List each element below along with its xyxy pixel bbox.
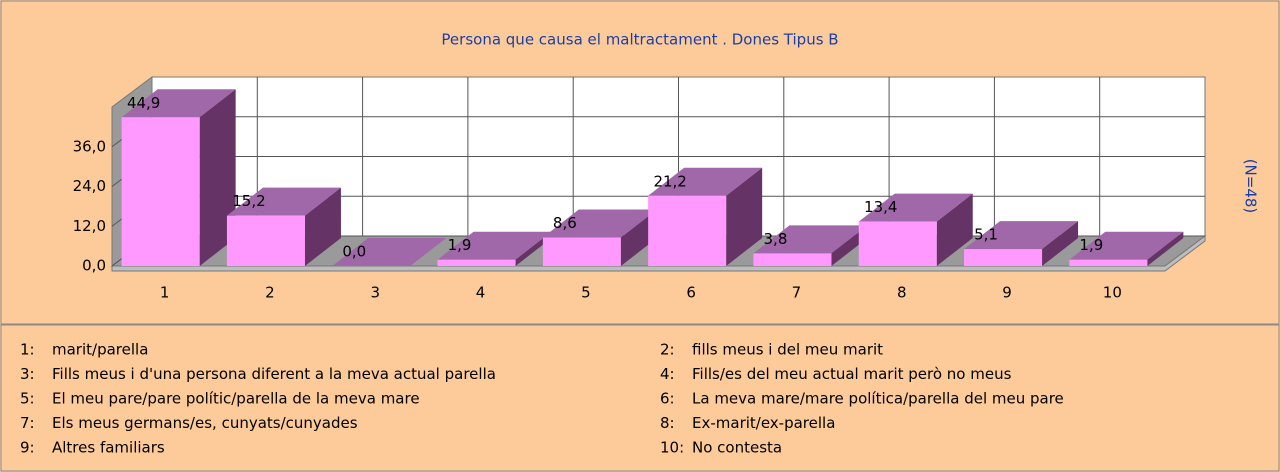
bar xyxy=(964,221,1079,266)
value-label: 13,4 xyxy=(864,198,897,216)
x-tick-label: 6 xyxy=(686,284,696,302)
bar-side xyxy=(515,231,552,266)
value-label: 1,9 xyxy=(448,236,472,254)
legend-key: 3: xyxy=(20,365,35,383)
x-tick-label: 2 xyxy=(265,284,275,302)
bar-side xyxy=(199,89,236,266)
legend-text: El meu pare/pare polític/parella de la m… xyxy=(52,390,420,408)
bar-top xyxy=(226,187,341,216)
bar-front xyxy=(964,249,1043,266)
bar-top xyxy=(332,238,447,266)
bar-top xyxy=(964,221,1079,250)
bar-top xyxy=(437,231,552,260)
legend-key: 5: xyxy=(20,390,35,408)
legend-key: 7: xyxy=(20,414,35,432)
legend-text: Fills meus i d'una persona diferent a la… xyxy=(52,365,496,383)
value-label: 1,9 xyxy=(1079,236,1103,254)
value-label: 8,6 xyxy=(553,214,577,232)
legend-panel xyxy=(0,324,1280,472)
y-tick-label: 12,0 xyxy=(73,217,106,235)
legend-text: Ex-marit/ex-parella xyxy=(692,414,835,432)
bar xyxy=(648,167,763,266)
bar-side xyxy=(620,209,657,266)
bar-front xyxy=(437,259,516,266)
bar-top xyxy=(648,167,763,196)
bar-front xyxy=(226,215,305,266)
legend-key: 2: xyxy=(660,341,675,359)
x-tick-label: 5 xyxy=(581,284,591,302)
bar xyxy=(437,231,552,266)
bar xyxy=(1069,231,1184,266)
legend-text: No contesta xyxy=(692,439,782,457)
bar-top xyxy=(753,225,868,254)
bar-side xyxy=(1042,221,1079,266)
bar xyxy=(753,225,868,266)
bar-top xyxy=(121,89,236,118)
x-tick-label: 10 xyxy=(1103,284,1122,302)
legend-key: 10: xyxy=(660,439,684,457)
legend-key: 6: xyxy=(660,390,675,408)
bar-side xyxy=(936,193,973,266)
legend-text: Els meus germans/es, cunyats/cunyades xyxy=(52,414,358,432)
legend-text: fills meus i del meu marit xyxy=(692,341,883,359)
x-tick-label: 7 xyxy=(792,284,802,302)
chart-title: Persona que causa el maltractament . Don… xyxy=(441,31,838,49)
bar-top xyxy=(858,193,973,222)
value-label: 0,0 xyxy=(342,243,366,261)
bar-front xyxy=(753,253,832,266)
x-tick-label: 3 xyxy=(370,284,380,302)
legend-key: 9: xyxy=(20,439,35,457)
bar-side xyxy=(304,187,341,266)
bar-front xyxy=(542,237,621,266)
x-tick-label: 8 xyxy=(897,284,907,302)
bar-front xyxy=(858,221,937,266)
legend-text: Fills/es del meu actual marit però no me… xyxy=(692,365,1012,383)
bar-side xyxy=(726,167,763,266)
y-tick-label: 0,0 xyxy=(82,257,106,275)
bar-top xyxy=(1069,231,1184,260)
bar xyxy=(542,209,657,266)
bar xyxy=(858,193,973,266)
bar-front xyxy=(121,117,200,266)
side-label: (N=48) xyxy=(1242,159,1260,214)
value-label: 44,9 xyxy=(127,94,160,112)
x-tick-label: 9 xyxy=(1002,284,1012,302)
bar xyxy=(226,187,341,266)
x-tick-label: 4 xyxy=(476,284,486,302)
bar-top xyxy=(542,209,657,238)
bar xyxy=(121,89,236,266)
legend-key: 8: xyxy=(660,414,675,432)
bar-front xyxy=(648,195,727,266)
legend-key: 1: xyxy=(20,341,35,359)
x-tick-label: 1 xyxy=(160,284,170,302)
legend-text: Altres familiars xyxy=(52,439,165,457)
legend-key: 4: xyxy=(660,365,675,383)
bar-side xyxy=(1147,231,1184,266)
y-tick-label: 24,0 xyxy=(73,177,106,195)
legend-text: marit/parella xyxy=(52,341,148,359)
bar-front xyxy=(1069,259,1148,266)
bar-side xyxy=(831,225,868,266)
value-label: 21,2 xyxy=(653,172,686,190)
base-edge xyxy=(111,235,1206,272)
bar xyxy=(332,238,447,266)
value-label: 3,8 xyxy=(764,230,788,248)
legend-text: La meva mare/mare política/parella del m… xyxy=(692,390,1064,408)
value-label: 5,1 xyxy=(974,226,998,244)
value-label: 15,2 xyxy=(232,192,265,210)
y-tick-label: 36,0 xyxy=(73,137,106,155)
